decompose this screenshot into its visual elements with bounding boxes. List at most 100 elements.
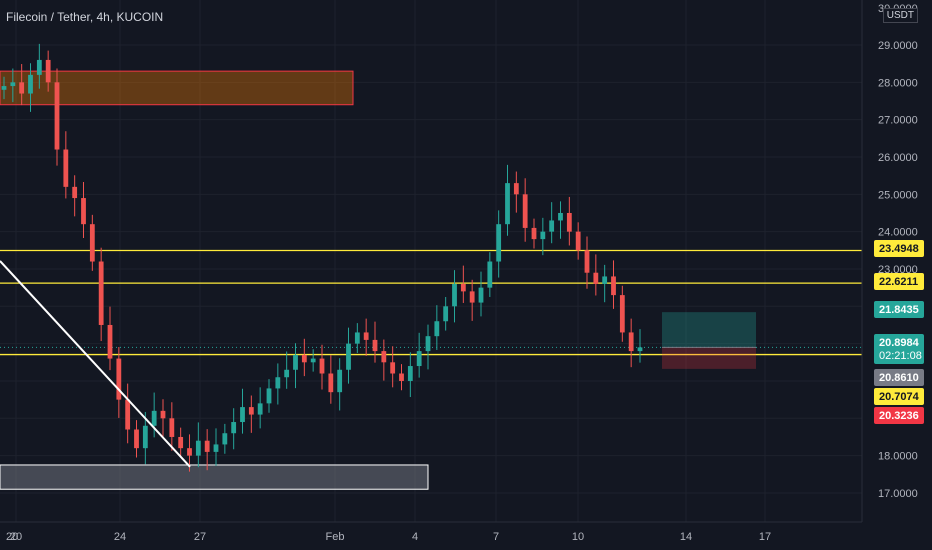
price-label-tag bbox=[874, 334, 924, 364]
candle-body bbox=[89, 224, 95, 262]
candle-body bbox=[478, 287, 484, 303]
candle-body bbox=[142, 425, 148, 449]
trendline[interactable] bbox=[0, 260, 191, 468]
price-label-tag bbox=[874, 273, 924, 290]
price-tick-label: 18.0000 bbox=[878, 451, 918, 463]
candle-body bbox=[558, 212, 563, 221]
candle-body bbox=[381, 351, 387, 363]
price-label-text: 22.6211 bbox=[879, 276, 918, 288]
symbol-title: Filecoin / Tether, 4h, KUCOIN bbox=[6, 10, 164, 24]
time-tick-label: 20 bbox=[6, 531, 18, 543]
candle-body bbox=[575, 231, 581, 251]
time-tick-label: 20 bbox=[10, 531, 22, 543]
candle-body bbox=[1, 86, 7, 90]
candle-body bbox=[372, 339, 378, 352]
price-label-text: 20.8610 bbox=[879, 372, 919, 384]
price-tick-label: 23.0000 bbox=[878, 264, 918, 276]
candle-body bbox=[540, 231, 546, 240]
time-tick-label: 4 bbox=[412, 531, 418, 543]
price-tick-label: 17.0000 bbox=[878, 488, 918, 500]
candle-body bbox=[28, 74, 33, 94]
candle-body bbox=[531, 227, 537, 240]
candle-body bbox=[248, 407, 254, 415]
candle-body bbox=[328, 373, 334, 393]
candle-body bbox=[63, 149, 69, 187]
position-profit-zone bbox=[662, 312, 756, 348]
price-label-tag bbox=[874, 388, 924, 405]
candle-body bbox=[390, 362, 396, 374]
candle-body bbox=[231, 422, 237, 434]
candle-body bbox=[628, 332, 634, 352]
position-box[interactable] bbox=[662, 312, 756, 369]
candle-body bbox=[107, 324, 113, 359]
candle-body bbox=[293, 354, 298, 370]
candle-body bbox=[19, 82, 25, 94]
candle-body bbox=[513, 183, 519, 195]
price-tick-label: 29.0000 bbox=[878, 40, 918, 52]
candle-body bbox=[81, 198, 86, 225]
price-axis-panel[interactable] bbox=[862, 0, 932, 522]
price-tick-label: 27.0000 bbox=[878, 115, 918, 127]
candle-body bbox=[116, 358, 122, 400]
candle-body bbox=[301, 354, 307, 363]
candle-body bbox=[257, 403, 263, 415]
candle-body bbox=[611, 276, 616, 296]
time-tick-label: 17 bbox=[759, 531, 771, 543]
time-axis-panel[interactable] bbox=[0, 522, 932, 550]
supply-zone bbox=[0, 70, 354, 106]
candle-body bbox=[337, 369, 343, 393]
candle-body bbox=[72, 186, 78, 199]
candle-body bbox=[98, 261, 104, 325]
candle-body bbox=[178, 436, 184, 449]
candle-body bbox=[151, 410, 157, 426]
candlesticks bbox=[1, 43, 643, 472]
candle-body bbox=[284, 369, 290, 378]
position-loss-zone bbox=[662, 347, 756, 369]
candle-body bbox=[222, 433, 228, 445]
candle-body bbox=[240, 407, 245, 423]
price-label-text: 21.8435 bbox=[879, 304, 919, 316]
price-countdown-text: 02:21:08 bbox=[879, 350, 922, 362]
candle-body bbox=[407, 366, 413, 381]
chart-grid bbox=[0, 0, 862, 522]
currency-button[interactable]: USDT bbox=[882, 8, 918, 23]
candle-body bbox=[169, 418, 175, 437]
candle-body bbox=[310, 358, 316, 363]
candle-body bbox=[460, 283, 466, 292]
demand-zone bbox=[0, 464, 429, 490]
price-label-text: 20.7074 bbox=[879, 391, 920, 403]
price-zones bbox=[0, 70, 429, 490]
candle-body bbox=[187, 448, 192, 456]
candle-body bbox=[45, 59, 51, 83]
candle-body bbox=[416, 351, 422, 367]
candle-body bbox=[54, 82, 60, 150]
price-tick-label: 25.0000 bbox=[878, 189, 918, 201]
candle-body bbox=[443, 306, 449, 322]
time-tick-label: 14 bbox=[680, 531, 692, 543]
candle-body bbox=[619, 295, 625, 333]
candle-body bbox=[584, 250, 590, 273]
horizontal-levels[interactable] bbox=[0, 249, 862, 356]
price-label-tag bbox=[874, 369, 924, 386]
candle-body bbox=[496, 224, 502, 262]
candle-body bbox=[593, 272, 599, 284]
candle-body bbox=[125, 399, 131, 430]
candle-body bbox=[549, 220, 555, 232]
price-tick-label: 24.0000 bbox=[878, 227, 918, 239]
candle-body bbox=[434, 321, 440, 337]
time-tick-label: 7 bbox=[493, 531, 499, 543]
candle-body bbox=[204, 440, 210, 452]
candle-body bbox=[134, 429, 139, 449]
time-tick-label: 27 bbox=[194, 531, 206, 543]
price-label-tag bbox=[874, 240, 924, 257]
time-tick-label: 10 bbox=[572, 531, 584, 543]
price-tick-label: 28.0000 bbox=[878, 77, 918, 89]
price-label-tag bbox=[874, 407, 924, 424]
candle-body bbox=[10, 82, 16, 87]
price-tick-label: 26.0000 bbox=[878, 152, 918, 164]
price-label-text: 23.4948 bbox=[879, 243, 919, 255]
candle-body bbox=[637, 347, 643, 352]
